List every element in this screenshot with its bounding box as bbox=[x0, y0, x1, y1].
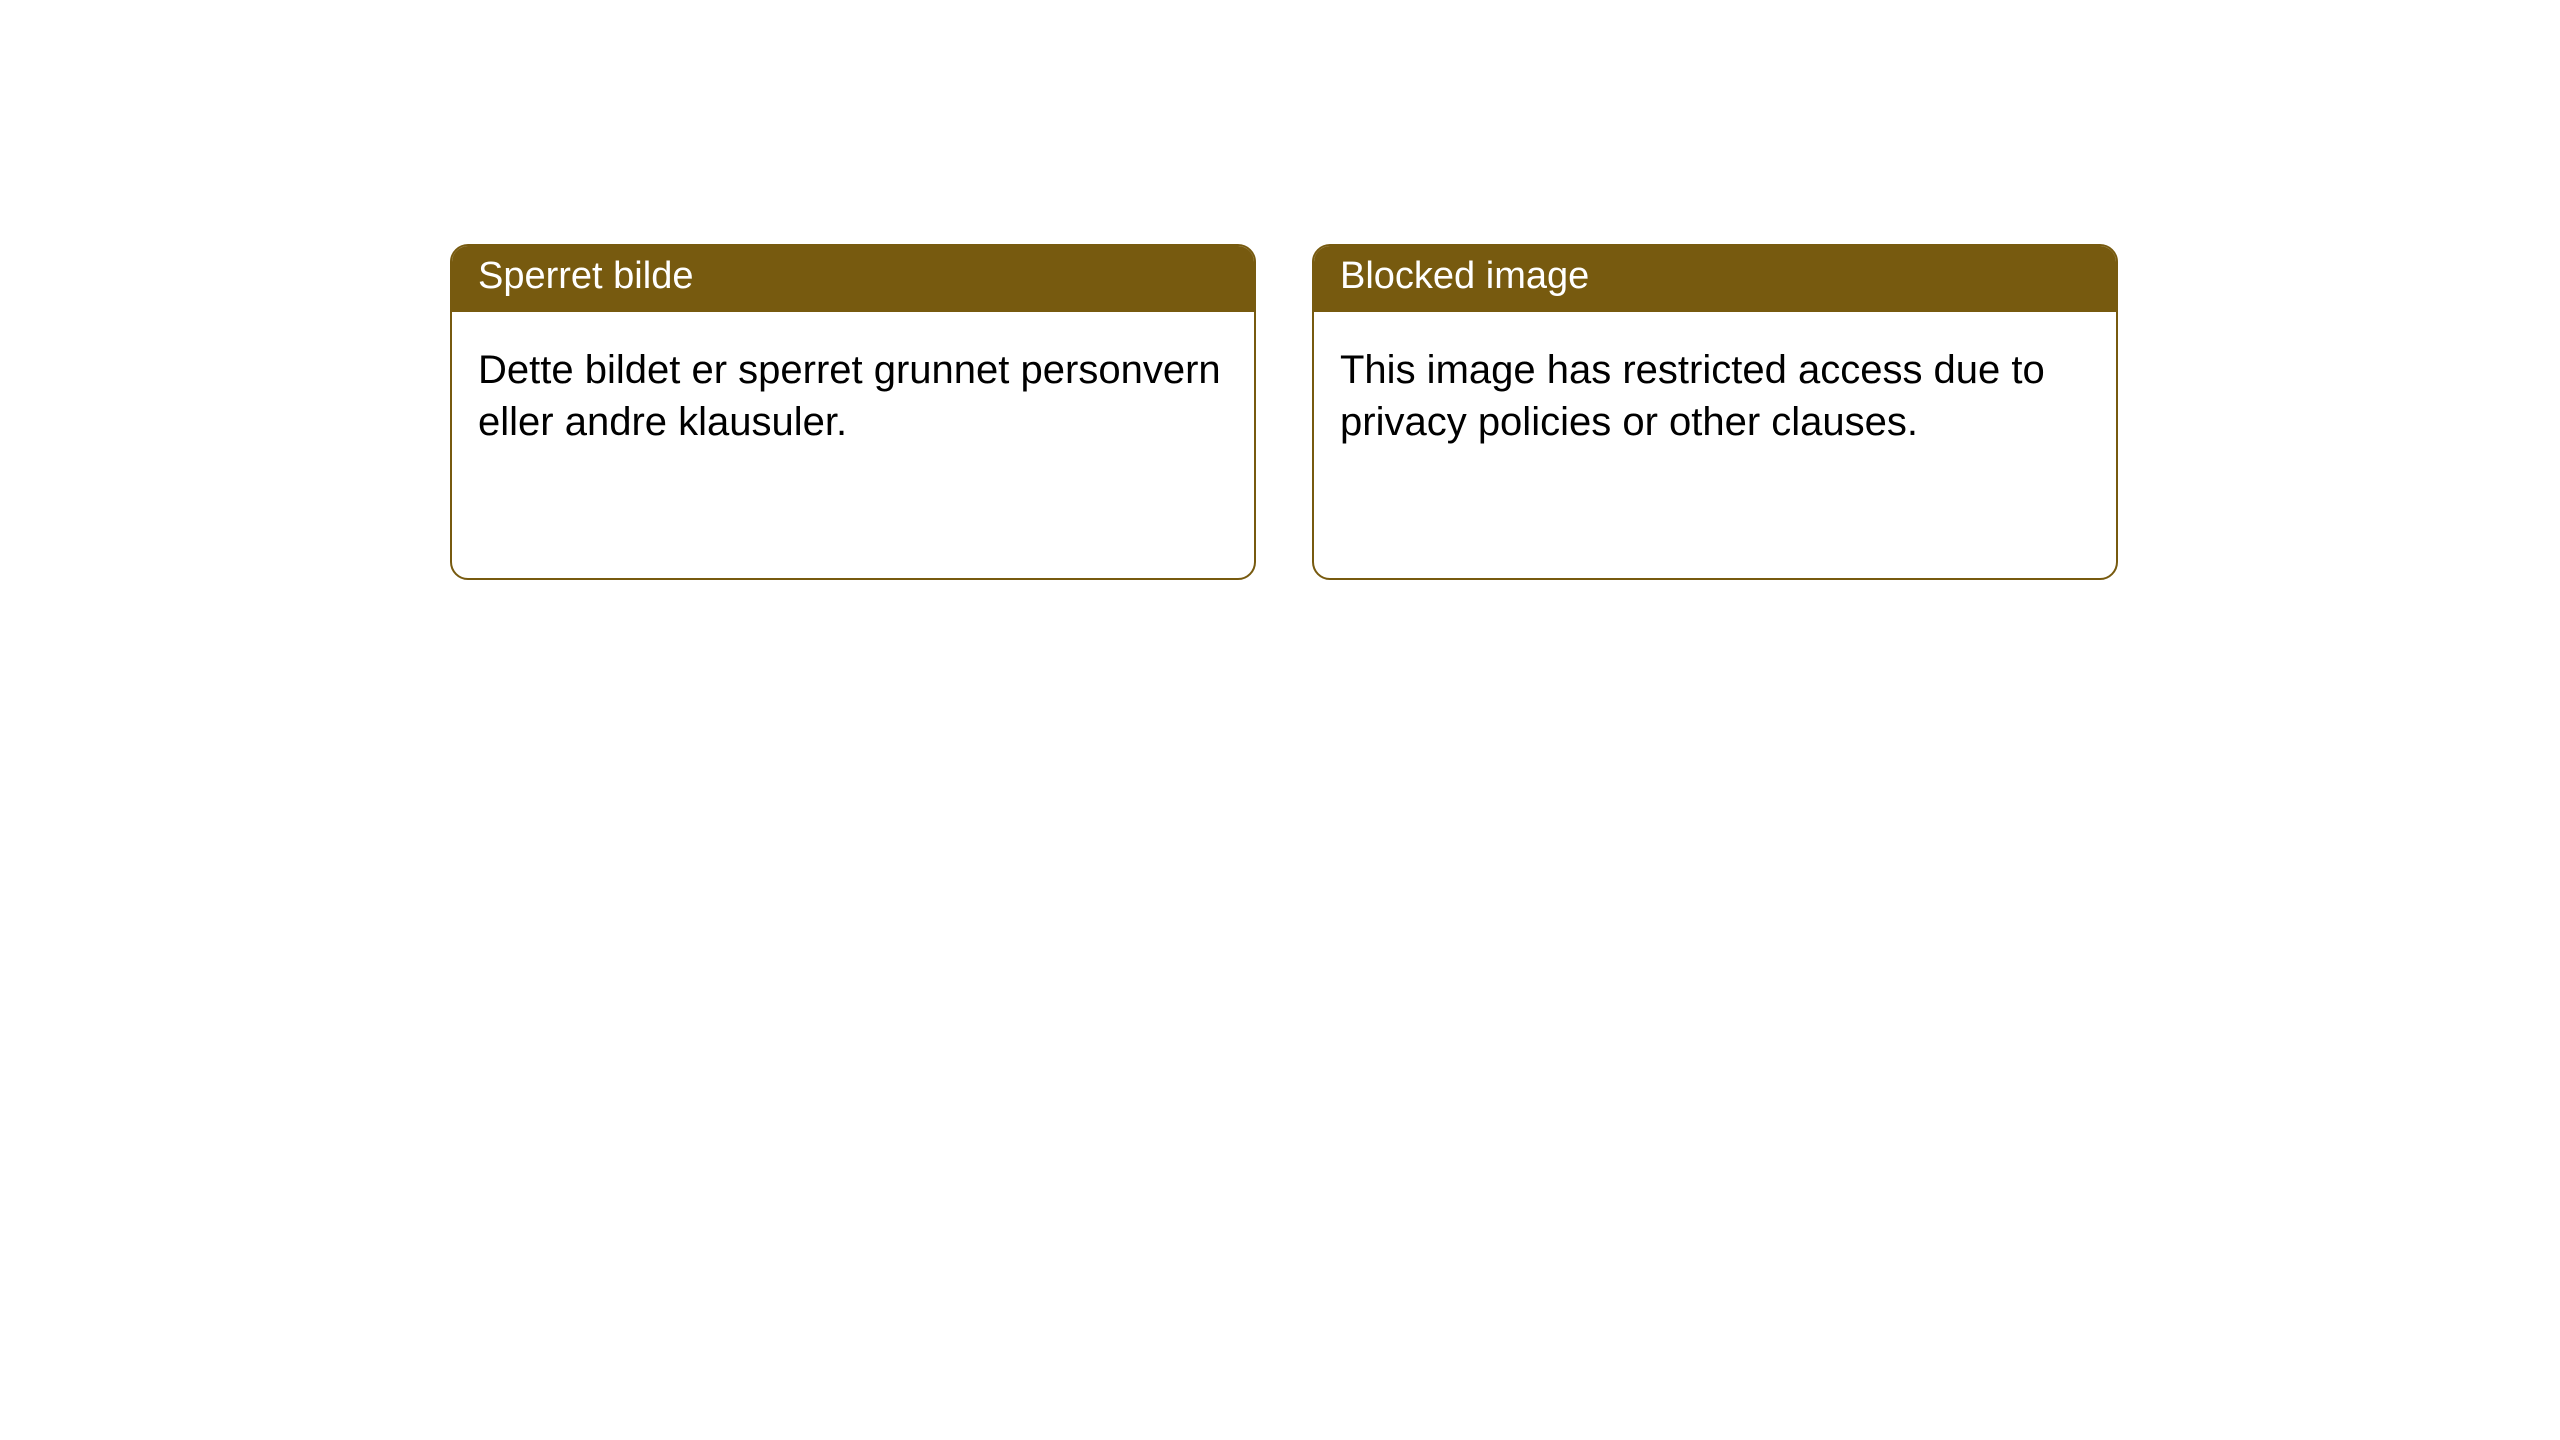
notice-header: Blocked image bbox=[1314, 246, 2116, 312]
notice-header: Sperret bilde bbox=[452, 246, 1254, 312]
notice-body: This image has restricted access due to … bbox=[1314, 312, 2116, 480]
notice-container: Sperret bilde Dette bildet er sperret gr… bbox=[0, 0, 2560, 580]
notice-body: Dette bildet er sperret grunnet personve… bbox=[452, 312, 1254, 480]
notice-card-norwegian: Sperret bilde Dette bildet er sperret gr… bbox=[450, 244, 1256, 580]
notice-title: Blocked image bbox=[1340, 255, 1589, 297]
notice-card-english: Blocked image This image has restricted … bbox=[1312, 244, 2118, 580]
notice-text: This image has restricted access due to … bbox=[1340, 348, 2045, 444]
notice-text: Dette bildet er sperret grunnet personve… bbox=[478, 348, 1221, 444]
notice-title: Sperret bilde bbox=[478, 255, 693, 297]
